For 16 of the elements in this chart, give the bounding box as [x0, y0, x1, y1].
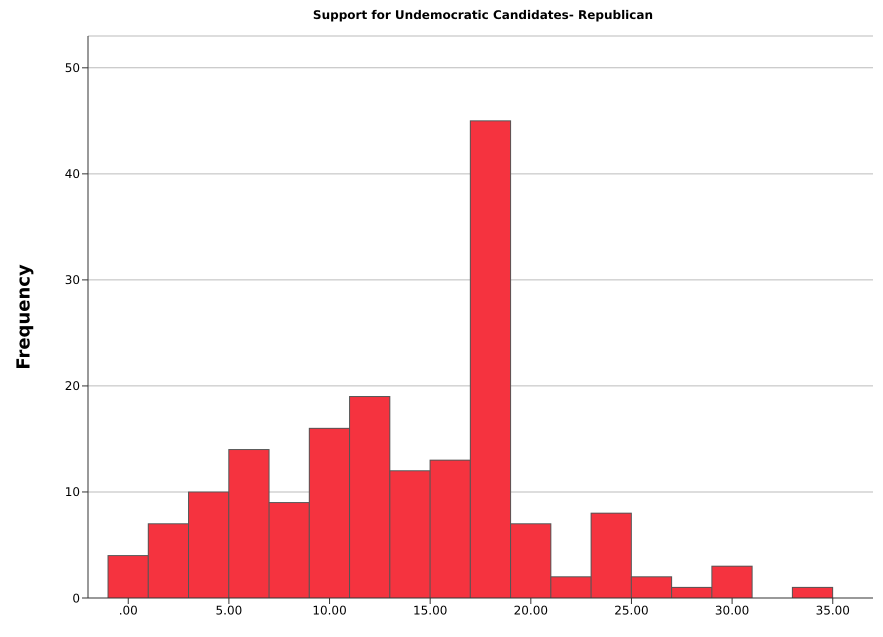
- x-tick-label: 10.00: [312, 604, 347, 618]
- y-axis-title: Frequency: [13, 264, 34, 370]
- y-tick-label: 40: [64, 167, 80, 182]
- x-tick-label: 15.00: [413, 604, 448, 618]
- y-tick-label: 20: [64, 379, 80, 394]
- x-tick-label: 35.00: [816, 604, 850, 618]
- x-tick-label: 5.00: [216, 604, 242, 618]
- y-tick-label: 30: [64, 273, 80, 288]
- y-tick-label: 50: [64, 61, 80, 76]
- x-tick-label: 25.00: [614, 604, 649, 618]
- y-tick-label: 0: [72, 591, 80, 606]
- x-tick-label: .00: [118, 604, 138, 618]
- x-tick-label: 30.00: [714, 604, 750, 618]
- chart-title: Support for Undemocratic Candidates- Republican: [312, 8, 654, 24]
- y-tick-label: 10: [64, 485, 80, 500]
- x-tick-label: 20.00: [514, 604, 548, 618]
